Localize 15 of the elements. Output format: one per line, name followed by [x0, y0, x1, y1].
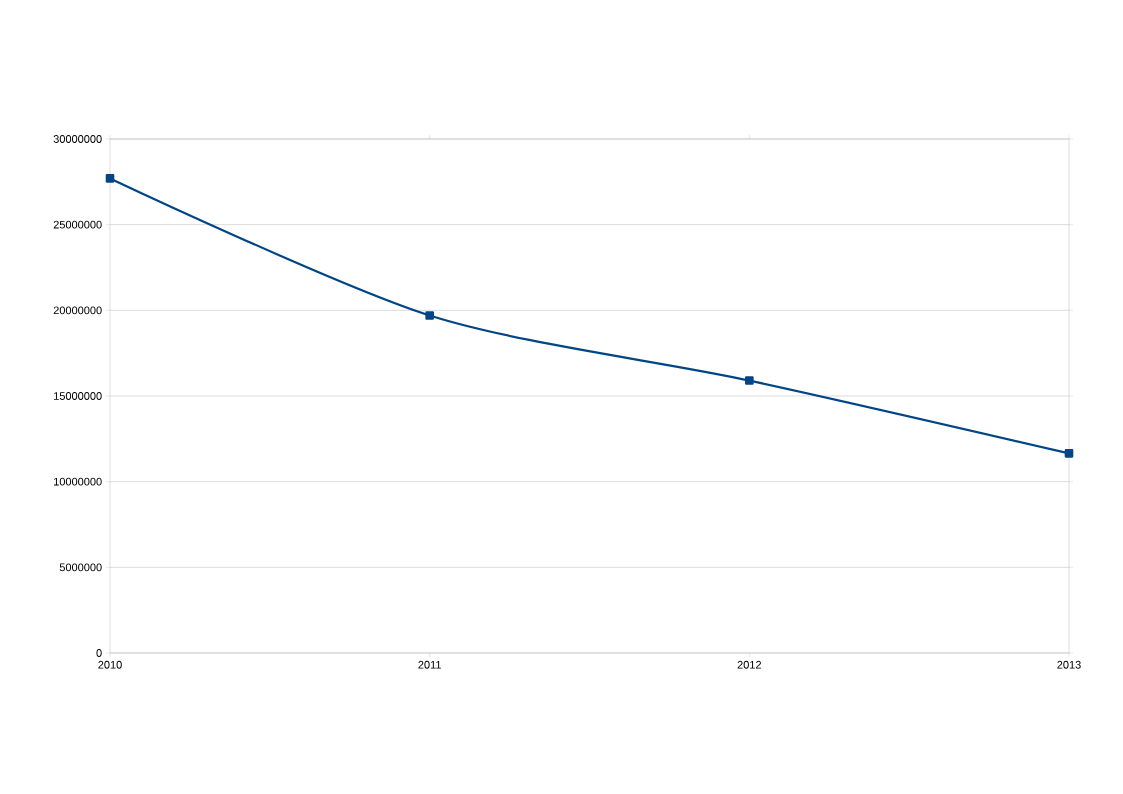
x-tick-label: 2010 [98, 660, 122, 669]
point [1064, 449, 1074, 458]
point [425, 311, 434, 320]
y-tick-label: 25000000 [53, 220, 102, 229]
y-tick-label: 20000000 [53, 306, 102, 315]
y-tick-label: 15000000 [54, 392, 102, 400]
point [745, 376, 754, 385]
y-tick-label: 30000000 [53, 135, 102, 143]
point [105, 174, 115, 183]
x-tick-label: 2012 [737, 660, 762, 669]
y-tick-label: 10000000 [54, 477, 102, 486]
x-tick-label: 2013 [1057, 660, 1081, 669]
y-tick-label: 5000000 [59, 563, 102, 572]
x-tick-label: 2011 [418, 660, 441, 669]
y-tick-label: 0 [96, 649, 102, 657]
